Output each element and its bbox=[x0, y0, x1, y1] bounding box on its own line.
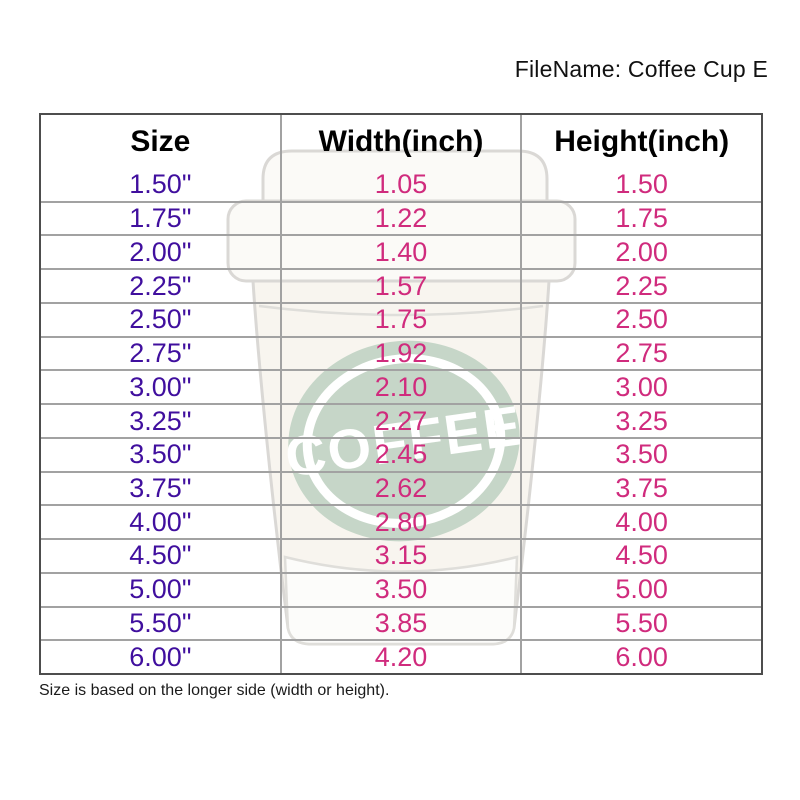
height-cell: 2.75 bbox=[520, 337, 761, 370]
height-cell: 1.75 bbox=[520, 202, 761, 235]
size-cell: 6.00" bbox=[129, 641, 192, 672]
width-cell: 1.40 bbox=[279, 236, 521, 269]
height-cell: 4.50 bbox=[520, 540, 761, 572]
height-cell: 6.00 bbox=[520, 641, 761, 674]
table-row: 4.50" 3.15 4.50 bbox=[41, 538, 761, 572]
table-header-row: Size Width(inch) Height(inch) bbox=[41, 115, 761, 169]
height-cell: 3.75 bbox=[520, 472, 761, 505]
table-row: 2.25" 1.57 2.25 bbox=[41, 268, 761, 302]
column-header-width: Width(inch) bbox=[279, 115, 521, 169]
height-cell: 3.50 bbox=[520, 438, 761, 471]
filename-label: FileName: Coffee Cup E bbox=[514, 56, 768, 82]
table-row: 3.00" 2.10 3.00 bbox=[41, 369, 761, 404]
height-cell: 5.00 bbox=[520, 573, 761, 606]
table-row: 6.00" 4.20 6.00 bbox=[41, 639, 761, 674]
table-row: 2.00" 1.40 2.00 bbox=[41, 234, 761, 269]
table-row: 5.00" 3.50 5.00 bbox=[41, 571, 761, 606]
table-row: 5.50" 3.85 5.50 bbox=[41, 605, 761, 640]
column-header-height: Height(inch) bbox=[520, 115, 761, 169]
size-cell: 5.50" bbox=[129, 607, 192, 638]
size-chart-table: Size Width(inch) Height(inch) 1.50" 1.05… bbox=[39, 113, 763, 675]
width-cell: 1.92 bbox=[279, 337, 521, 370]
table-row: 2.75" 1.92 2.75 bbox=[41, 335, 761, 370]
height-cell: 2.25 bbox=[520, 270, 761, 302]
size-cell: 2.50" bbox=[129, 304, 192, 335]
table-row: 3.50" 2.45 3.50 bbox=[41, 436, 761, 471]
width-cell: 2.62 bbox=[279, 472, 521, 505]
width-cell: 3.15 bbox=[279, 540, 521, 572]
table-row: 3.25" 2.27 3.25 bbox=[41, 403, 761, 437]
height-cell: 3.25 bbox=[520, 405, 761, 437]
width-cell: 1.57 bbox=[279, 270, 521, 302]
table-row: 3.75" 2.62 3.75 bbox=[41, 470, 761, 505]
width-cell: 4.20 bbox=[279, 641, 521, 674]
width-cell: 1.75 bbox=[279, 303, 521, 336]
width-cell: 3.50 bbox=[279, 573, 521, 606]
size-cell: 3.75" bbox=[129, 472, 192, 503]
width-cell: 2.80 bbox=[279, 506, 521, 539]
size-cell: 4.00" bbox=[129, 506, 192, 537]
column-header-size: Size bbox=[130, 125, 191, 158]
size-cell: 2.25" bbox=[129, 270, 192, 301]
table-row: 4.00" 2.80 4.00 bbox=[41, 504, 761, 539]
height-cell: 2.00 bbox=[520, 236, 761, 269]
height-cell: 2.50 bbox=[520, 303, 761, 336]
size-cell: 3.25" bbox=[129, 405, 192, 436]
width-cell: 2.45 bbox=[279, 438, 521, 471]
width-cell: 1.05 bbox=[279, 169, 521, 201]
size-cell: 4.50" bbox=[129, 540, 192, 571]
height-cell: 5.50 bbox=[520, 607, 761, 640]
size-cell: 2.75" bbox=[129, 338, 192, 369]
footnote: Size is based on the longer side (width … bbox=[39, 682, 390, 699]
width-cell: 1.22 bbox=[279, 202, 521, 235]
height-cell: 3.00 bbox=[520, 371, 761, 404]
table-row: 1.75" 1.22 1.75 bbox=[41, 200, 761, 235]
width-cell: 2.10 bbox=[279, 371, 521, 404]
size-cell: 5.00" bbox=[129, 574, 192, 605]
height-cell: 4.00 bbox=[520, 506, 761, 539]
size-cell: 1.50" bbox=[129, 169, 192, 200]
size-cell: 3.50" bbox=[129, 439, 192, 470]
height-cell: 1.50 bbox=[520, 169, 761, 201]
table-row: 2.50" 1.75 2.50 bbox=[41, 301, 761, 336]
width-cell: 2.27 bbox=[279, 405, 521, 437]
table-row: 1.50" 1.05 1.50 bbox=[41, 169, 761, 201]
size-cell: 2.00" bbox=[129, 236, 192, 267]
size-cell: 3.00" bbox=[129, 371, 192, 402]
width-cell: 3.85 bbox=[279, 607, 521, 640]
size-cell: 1.75" bbox=[129, 203, 192, 234]
